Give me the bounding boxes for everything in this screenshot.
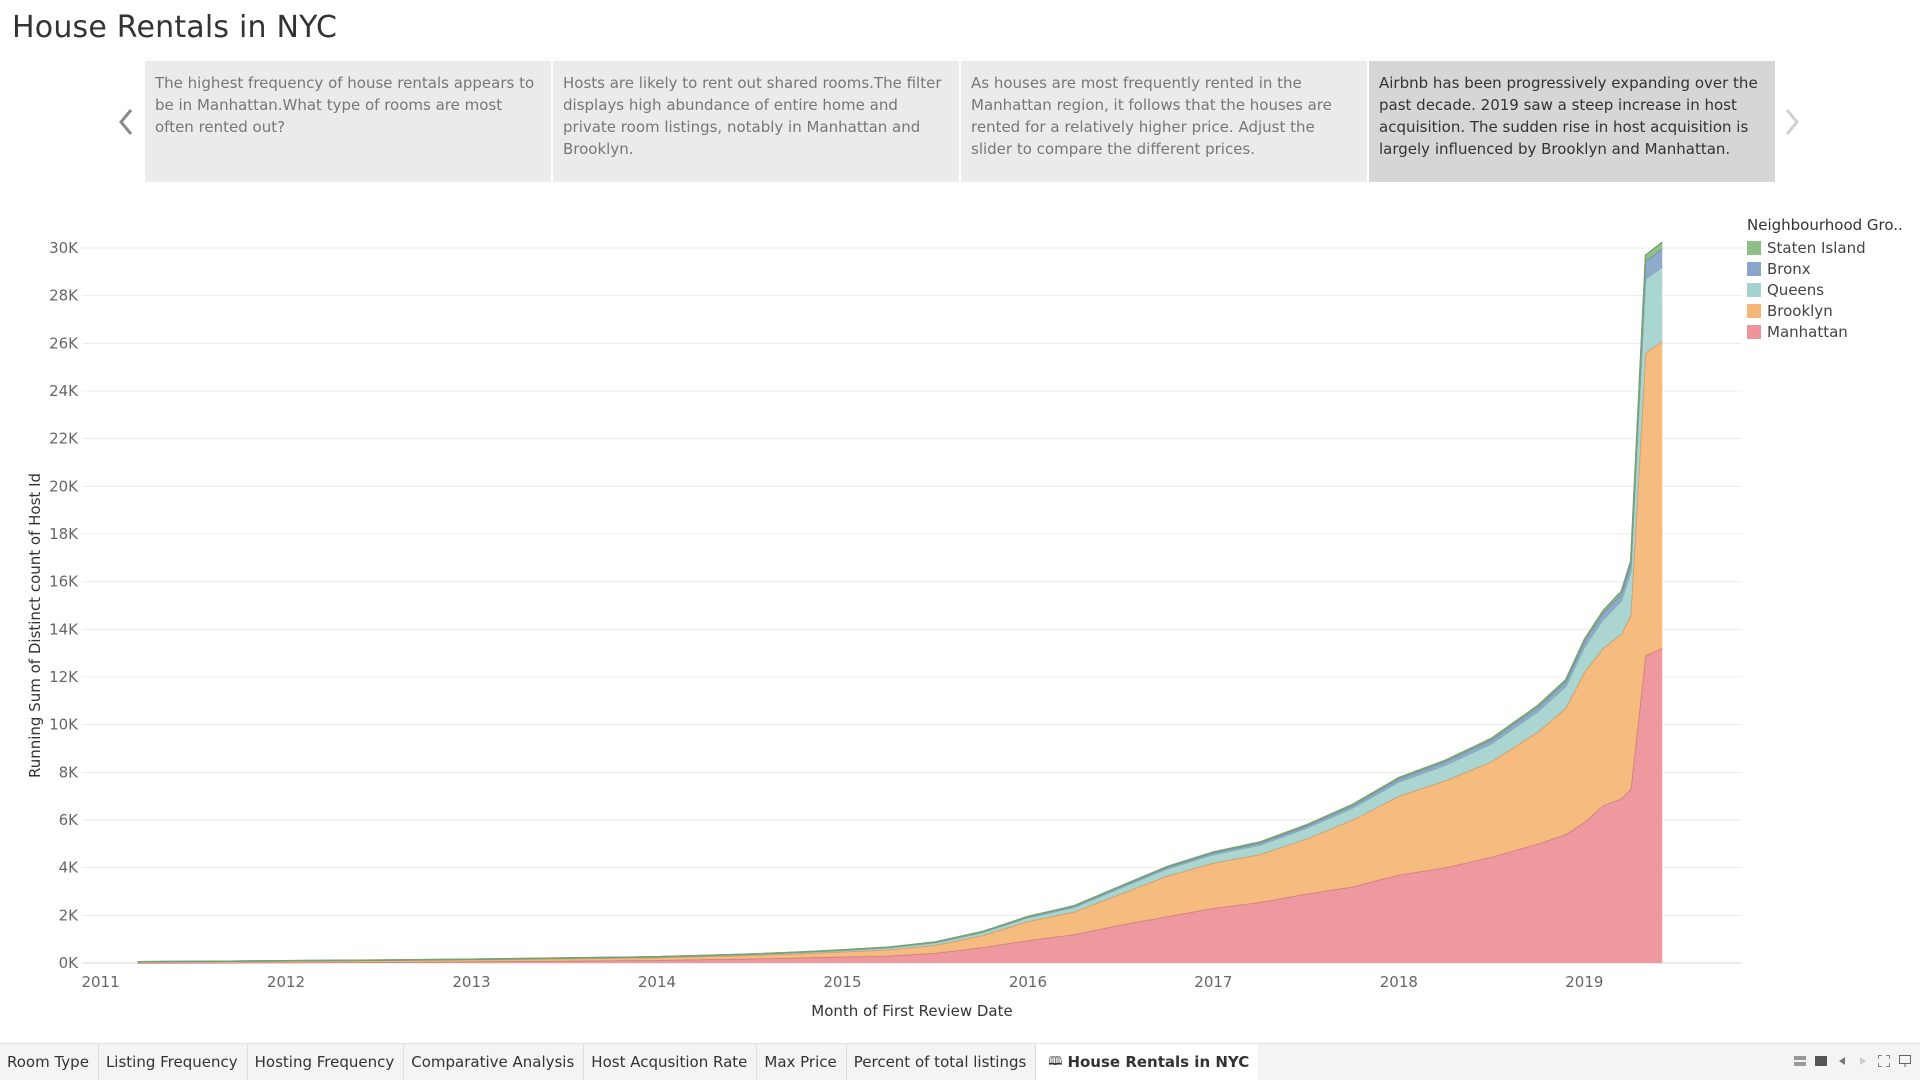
legend-swatch (1747, 303, 1761, 318)
tab-listing-frequency[interactable]: Listing Frequency (99, 1043, 248, 1080)
legend-swatch (1747, 240, 1761, 255)
view-toolbar (1793, 1054, 1912, 1068)
single-view-icon[interactable] (1814, 1054, 1828, 1068)
y-tick-label: 12K (49, 668, 79, 686)
y-tick-label: 16K (49, 573, 79, 591)
prev-sheet-icon[interactable] (1835, 1054, 1849, 1068)
y-tick-label: 20K (49, 477, 79, 495)
legend-swatch (1747, 282, 1761, 297)
story-point-3[interactable]: As houses are most frequently rented in … (961, 61, 1367, 182)
story-title: House Rentals in NYC (12, 10, 338, 45)
legend-label: Manhattan (1767, 322, 1848, 341)
present-icon[interactable] (1898, 1054, 1912, 1068)
book-icon: 🕮 (1048, 1053, 1063, 1068)
chevron-left-icon[interactable] (112, 100, 142, 144)
x-tick-label: 2016 (1009, 973, 1047, 991)
y-tick-label: 26K (49, 334, 79, 352)
tab-label: House Rentals in NYC (1067, 1053, 1250, 1071)
x-tick-label: 2015 (823, 973, 861, 991)
area-edge-staten-island (137, 241, 1663, 963)
x-tick-label: 2014 (638, 973, 676, 991)
y-tick-label: 10K (49, 716, 79, 734)
y-tick-label: 22K (49, 430, 79, 448)
y-tick-label: 6K (59, 811, 80, 829)
legend-label: Brooklyn (1767, 301, 1833, 320)
y-tick-label: 30K (49, 239, 79, 257)
x-axis-title: Month of First Review Date (811, 1002, 1012, 1020)
tab-house-rentals-in-nyc[interactable]: 🕮 House Rentals in NYC (1036, 1043, 1259, 1080)
chevron-right-icon[interactable] (1776, 100, 1806, 144)
y-axis-title: Running Sum of Distinct count of Host Id (26, 473, 44, 778)
y-tick-label: 0K (59, 954, 80, 972)
x-tick-label: 2017 (1194, 973, 1232, 991)
x-tick-label: 2011 (81, 973, 119, 991)
story-point-4[interactable]: Airbnb has been progressively expanding … (1369, 61, 1775, 182)
legend-swatch (1747, 324, 1761, 339)
legend-item-manhattan[interactable]: Manhattan (1747, 321, 1903, 342)
legend-item-staten-island[interactable]: Staten Island (1747, 237, 1903, 258)
y-tick-label: 24K (49, 382, 79, 400)
tab-percent-of-total-listings[interactable]: Percent of total listings (847, 1043, 1037, 1080)
y-tick-label: 2K (59, 906, 80, 924)
story-point-1[interactable]: The highest frequency of house rentals a… (145, 61, 551, 182)
x-tick-label: 2019 (1565, 973, 1603, 991)
legend-item-queens[interactable]: Queens (1747, 279, 1903, 300)
y-tick-label: 4K (59, 859, 80, 877)
thumbnail-view-icon[interactable] (1793, 1054, 1807, 1068)
x-tick-label: 2013 (452, 973, 490, 991)
y-tick-label: 28K (49, 287, 79, 305)
tab-max-price[interactable]: Max Price (757, 1043, 847, 1080)
legend-item-brooklyn[interactable]: Brooklyn (1747, 300, 1903, 321)
stacked-area-chart[interactable]: 0K 2K 4K 6K 8K 10K 12K 14K 16K 18K 20K 22K 24K 26K 28K… (0, 200, 1920, 1030)
next-sheet-icon[interactable] (1856, 1054, 1870, 1068)
tab-comparative-analysis[interactable]: Comparative Analysis (404, 1043, 585, 1080)
legend: Neighbourhood Gro.. Staten Island Bronx … (1747, 216, 1903, 342)
area-manhattan (137, 648, 1663, 963)
tab-room-type[interactable]: Room Type (0, 1043, 99, 1080)
legend-label: Queens (1767, 280, 1825, 299)
x-tick-label: 2012 (267, 973, 305, 991)
fullscreen-icon[interactable] (1877, 1054, 1891, 1068)
x-tick-label: 2018 (1380, 973, 1418, 991)
tab-host-acqusition-rate[interactable]: Host Acqusition Rate (584, 1043, 758, 1080)
legend-title: Neighbourhood Gro.. (1747, 216, 1903, 234)
legend-item-bronx[interactable]: Bronx (1747, 258, 1903, 279)
y-tick-label: 8K (59, 763, 80, 781)
sheet-tab-bar: Room Type Listing Frequency Hosting Freq… (0, 1043, 1920, 1080)
story-point-2[interactable]: Hosts are likely to rent out shared room… (553, 61, 959, 182)
y-tick-label: 18K (49, 525, 79, 543)
story-points: The highest frequency of house rentals a… (145, 61, 1775, 182)
y-tick-label: 14K (49, 620, 79, 638)
tab-hosting-frequency[interactable]: Hosting Frequency (248, 1043, 405, 1080)
legend-swatch (1747, 261, 1761, 276)
legend-label: Bronx (1767, 259, 1811, 278)
legend-label: Staten Island (1767, 238, 1866, 257)
